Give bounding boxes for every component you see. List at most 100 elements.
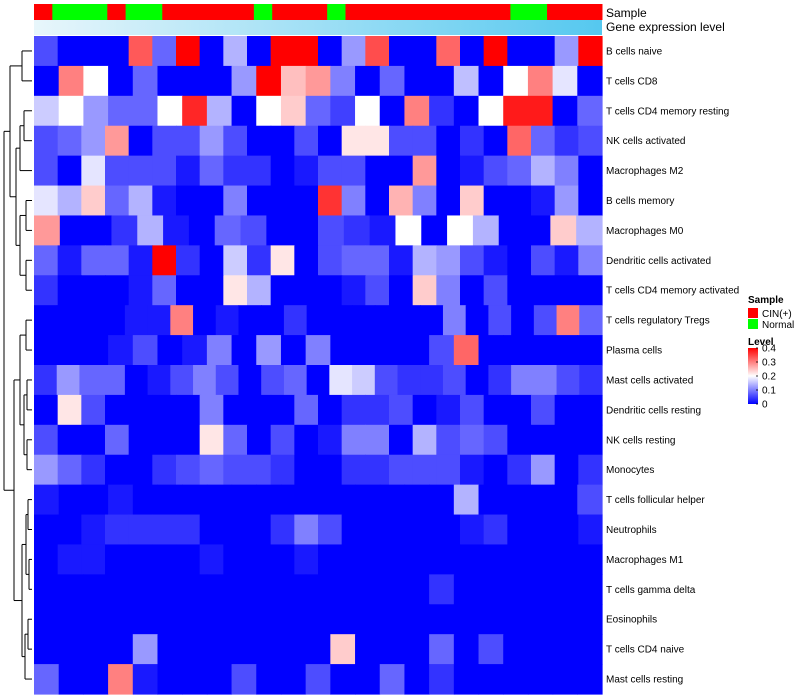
sample-annotation-cell — [565, 4, 585, 20]
heatmap-cell — [182, 65, 208, 97]
heatmap-cell — [552, 664, 578, 695]
heatmap-cell — [578, 544, 603, 575]
heatmap-cell — [294, 245, 319, 276]
heatmap-cell — [507, 275, 532, 306]
heatmap-cell — [318, 394, 343, 426]
heatmap-cell — [188, 215, 216, 246]
heatmap-cell — [57, 125, 82, 157]
heatmap-cell — [199, 514, 224, 546]
heatmap-cell — [294, 36, 319, 67]
heatmap-cell — [341, 424, 366, 456]
heatmap-cell — [436, 454, 461, 486]
heatmap-cell — [206, 335, 233, 366]
heatmap-cell — [105, 424, 130, 456]
heatmap-cell — [343, 215, 371, 246]
heatmap-cell — [34, 215, 61, 246]
heatmap-cell — [34, 245, 59, 276]
sample-annotation-cell — [382, 4, 401, 20]
heatmap-cell — [453, 634, 480, 665]
heatmap-cell — [436, 185, 461, 217]
heatmap-cell — [34, 544, 59, 575]
heatmap-cell — [280, 634, 307, 665]
heatmap-cell — [478, 484, 504, 516]
heatmap-cell — [231, 574, 257, 605]
heatmap-cell — [554, 185, 579, 217]
heatmap-cell — [483, 185, 508, 217]
heatmap-cell — [527, 634, 554, 665]
heatmap-cell — [554, 155, 579, 187]
heatmap-cell — [355, 634, 381, 665]
heatmap-cell — [270, 36, 295, 67]
heatmap-cell — [389, 245, 414, 276]
heatmap-cell — [531, 454, 556, 486]
heatmap-cell — [79, 305, 103, 336]
heatmap-cell — [193, 305, 217, 336]
sample-annotation-cell — [583, 4, 603, 20]
heatmap-cell — [247, 185, 272, 217]
heatmap-cell — [128, 185, 153, 217]
heatmap-cell — [488, 365, 512, 396]
heatmap-cell — [81, 544, 106, 575]
heatmap-cell — [554, 125, 579, 157]
legend-sample-swatch — [748, 319, 758, 329]
heatmap-cell — [223, 185, 248, 217]
heatmap-cell — [436, 155, 461, 187]
heatmap-cell — [379, 604, 406, 635]
heatmap-cell — [576, 215, 603, 246]
heatmap-cell — [238, 305, 262, 336]
heatmap-cell — [199, 185, 224, 217]
heatmap-cell — [223, 125, 248, 157]
heatmap-cell — [58, 634, 84, 665]
heatmap-cell — [108, 634, 134, 665]
sample-annotation-cell — [400, 4, 420, 20]
heatmap-cell — [108, 335, 134, 366]
heatmap-cell — [247, 424, 272, 456]
heatmap-cell — [554, 36, 579, 67]
heatmap-cell — [436, 394, 461, 426]
legend-level-colorbar — [748, 348, 758, 404]
heatmap-cell — [128, 36, 153, 67]
heatmap-cell — [240, 215, 267, 246]
heatmap-cell — [379, 335, 406, 366]
heatmap-cell — [503, 95, 529, 127]
heatmap-cell — [176, 544, 201, 575]
heatmap-cell — [404, 574, 430, 605]
heatmap-cell — [365, 155, 390, 187]
heatmap-cell — [280, 574, 307, 605]
heatmap-cell — [157, 574, 183, 605]
heatmap-cell — [270, 424, 295, 456]
heatmap-cell — [128, 514, 153, 546]
heatmap-cell — [554, 544, 579, 575]
sample-annotation-cell — [253, 4, 273, 20]
heatmap-cell — [231, 335, 257, 366]
heatmap-cell — [341, 275, 366, 306]
heatmap-cell — [578, 155, 603, 187]
heatmap-cell — [556, 305, 580, 336]
heatmap-cell — [531, 544, 556, 575]
heatmap-cell — [57, 275, 82, 306]
heatmap-cell — [132, 95, 159, 127]
heatmap-cell — [579, 365, 603, 396]
heatmap-cell — [231, 664, 257, 695]
heatmap-cell — [412, 155, 437, 187]
heatmap-cell — [318, 245, 343, 276]
heatmap-cell — [128, 245, 153, 276]
heatmap-cell — [483, 125, 508, 157]
heatmap-cell — [182, 604, 208, 635]
heatmap-cell — [105, 125, 130, 157]
heatmap-cell — [379, 95, 406, 127]
heatmap-cell — [429, 95, 455, 127]
heatmap-cell — [157, 484, 183, 516]
heatmap-cell — [404, 95, 430, 127]
heatmap-cell — [453, 574, 480, 605]
heatmap-cell — [453, 95, 480, 127]
heatmap-cell — [577, 634, 603, 665]
heatmap-cell — [83, 634, 109, 665]
row-label: Eosinophils — [606, 615, 657, 626]
heatmap-cell — [34, 155, 59, 187]
heatmap-cell — [341, 155, 366, 187]
heatmap-cell — [330, 95, 356, 127]
heatmap-cell — [460, 155, 485, 187]
row-label: Neutrophils — [606, 525, 657, 536]
heatmap-cell — [507, 245, 532, 276]
